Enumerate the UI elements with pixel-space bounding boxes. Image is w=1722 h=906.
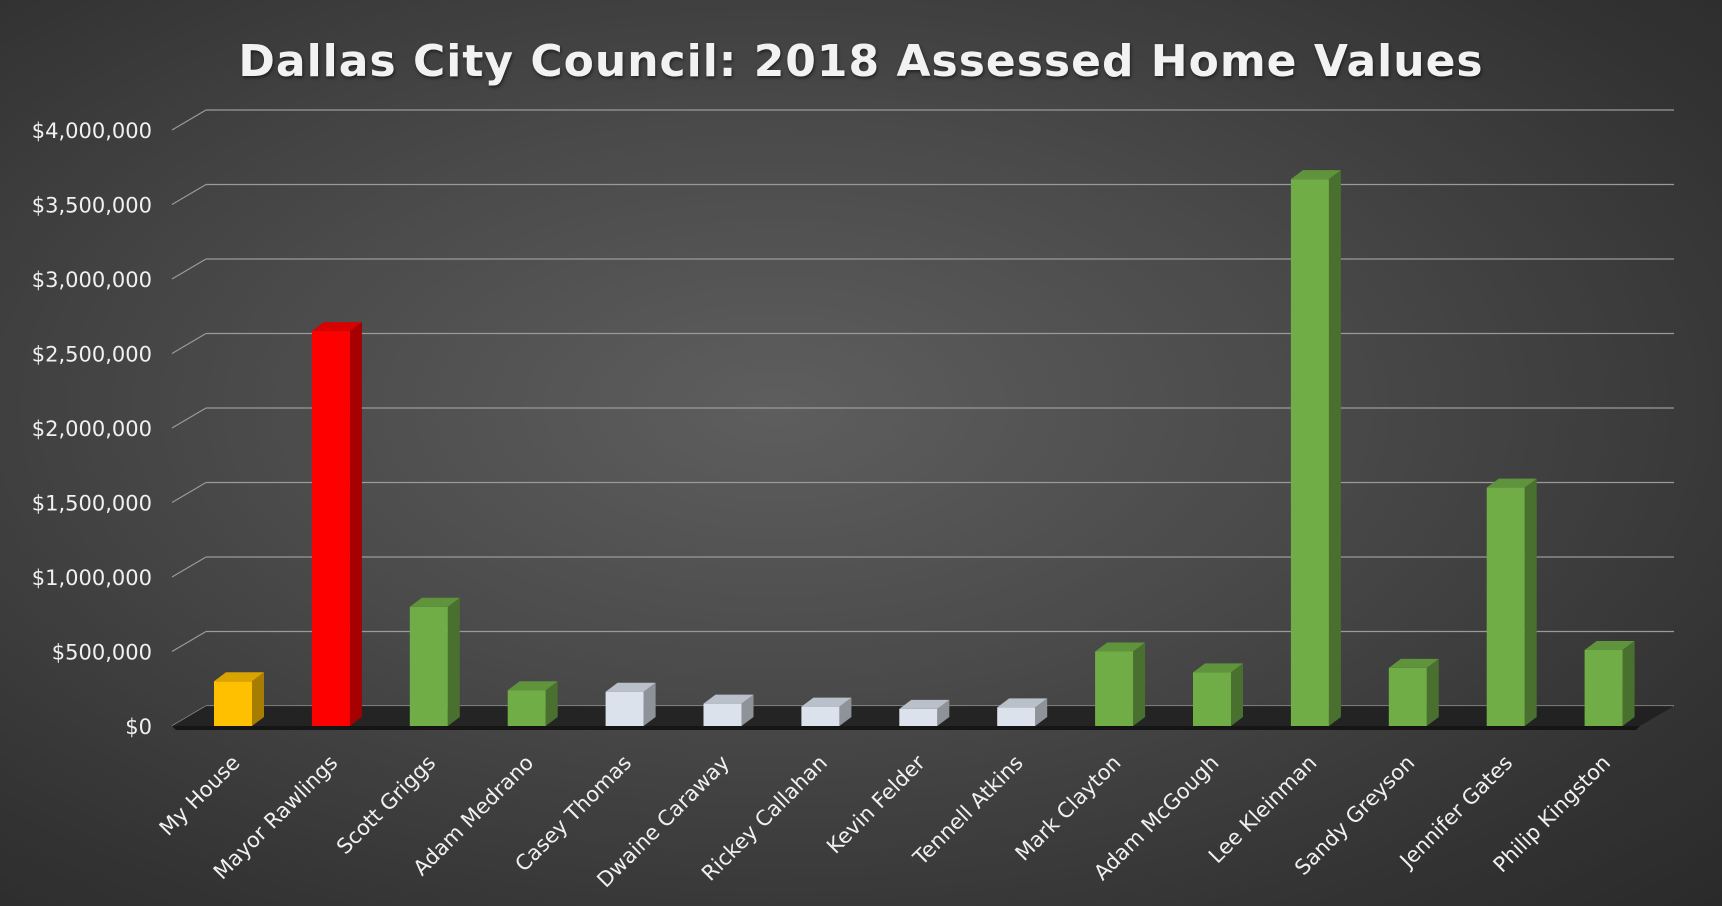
gridline-side	[171, 258, 207, 280]
y-axis: $0 $500,000 $1,000,000 $1,500,000 $2,000,000…	[32, 119, 152, 739]
bar-side	[937, 699, 950, 726]
bar	[1388, 658, 1439, 726]
gridline-side	[171, 556, 207, 578]
y-tick-label: $2,000,000	[32, 417, 152, 441]
bar-top	[1290, 170, 1341, 180]
bar-side	[349, 322, 362, 726]
bar-front	[214, 681, 252, 726]
bar-front	[801, 706, 840, 726]
bar-front	[703, 703, 742, 726]
bar-top	[899, 699, 950, 709]
bar-front	[1486, 487, 1525, 726]
y-tick-label: $3,500,000	[32, 194, 152, 218]
x-tick-label: My House	[155, 751, 245, 841]
bars	[214, 170, 1635, 727]
y-tick-label: $1,000,000	[32, 566, 152, 590]
bar	[801, 697, 852, 726]
bar-top	[1388, 658, 1439, 668]
bar-top	[1486, 478, 1537, 488]
bar	[409, 597, 460, 726]
y-tick-label: $500,000	[52, 641, 152, 665]
chart-title: Dallas City Council: 2018 Assessed Home …	[238, 36, 1484, 87]
x-tick-label: Kevin Felder	[822, 750, 930, 858]
bar	[605, 682, 656, 726]
bar	[703, 694, 754, 726]
gridline-side	[171, 183, 207, 206]
y-tick-label: $4,000,000	[32, 119, 152, 143]
bar	[214, 672, 264, 726]
bar	[1584, 641, 1635, 726]
bar-top	[801, 697, 852, 707]
gridline-side	[171, 630, 207, 653]
bar-front	[1095, 651, 1134, 726]
bar-side	[839, 697, 852, 726]
bar-top	[1584, 641, 1635, 651]
gridline-side	[171, 109, 207, 131]
bar-side	[1328, 170, 1341, 727]
bar-side	[1035, 698, 1048, 726]
bar	[997, 698, 1048, 726]
y-tick-label: $2,500,000	[32, 343, 152, 367]
bar-top	[997, 698, 1048, 708]
bar-top	[409, 597, 460, 607]
bar	[1486, 478, 1537, 726]
bar-top	[1193, 663, 1243, 673]
bar-side	[252, 672, 264, 726]
bar-side	[447, 597, 460, 726]
bar-front	[997, 707, 1036, 726]
gridline-side	[171, 481, 207, 504]
bar-top	[507, 681, 558, 691]
bar-top	[703, 694, 754, 704]
bar-front	[1193, 672, 1231, 726]
bar	[1290, 170, 1341, 727]
bar-front	[605, 691, 644, 726]
bar-side	[741, 694, 754, 726]
bar	[311, 322, 362, 726]
bar-side	[1231, 663, 1243, 726]
bar-side	[1133, 642, 1146, 726]
bar-side	[545, 681, 558, 726]
y-tick-label: $0	[125, 715, 152, 739]
bar-front	[1388, 667, 1427, 726]
y-tick-label: $1,500,000	[32, 492, 152, 516]
bar-side	[1426, 658, 1439, 726]
bar-top	[605, 682, 656, 692]
y-tick-label: $3,000,000	[32, 268, 152, 292]
bar-top	[1095, 642, 1146, 652]
bar-front	[311, 331, 350, 726]
x-tick-label: Scott Griggs	[332, 751, 440, 859]
bar-front	[899, 708, 938, 726]
bar-side	[1622, 641, 1635, 726]
gridline-side	[171, 407, 207, 429]
bar-side	[1524, 478, 1537, 726]
gridline-side	[171, 332, 207, 355]
bar	[1193, 663, 1243, 726]
bar-front	[1584, 650, 1623, 726]
bar-side	[643, 682, 656, 726]
bar	[899, 699, 950, 726]
bar-top	[214, 672, 264, 682]
bar-top	[311, 322, 362, 332]
bar	[507, 681, 558, 726]
gridlines	[171, 109, 1674, 727]
bar-front	[1290, 179, 1329, 727]
bar	[1095, 642, 1146, 726]
bar-front	[409, 606, 448, 726]
floor-edge	[172, 726, 1640, 730]
bar-front	[507, 690, 546, 726]
